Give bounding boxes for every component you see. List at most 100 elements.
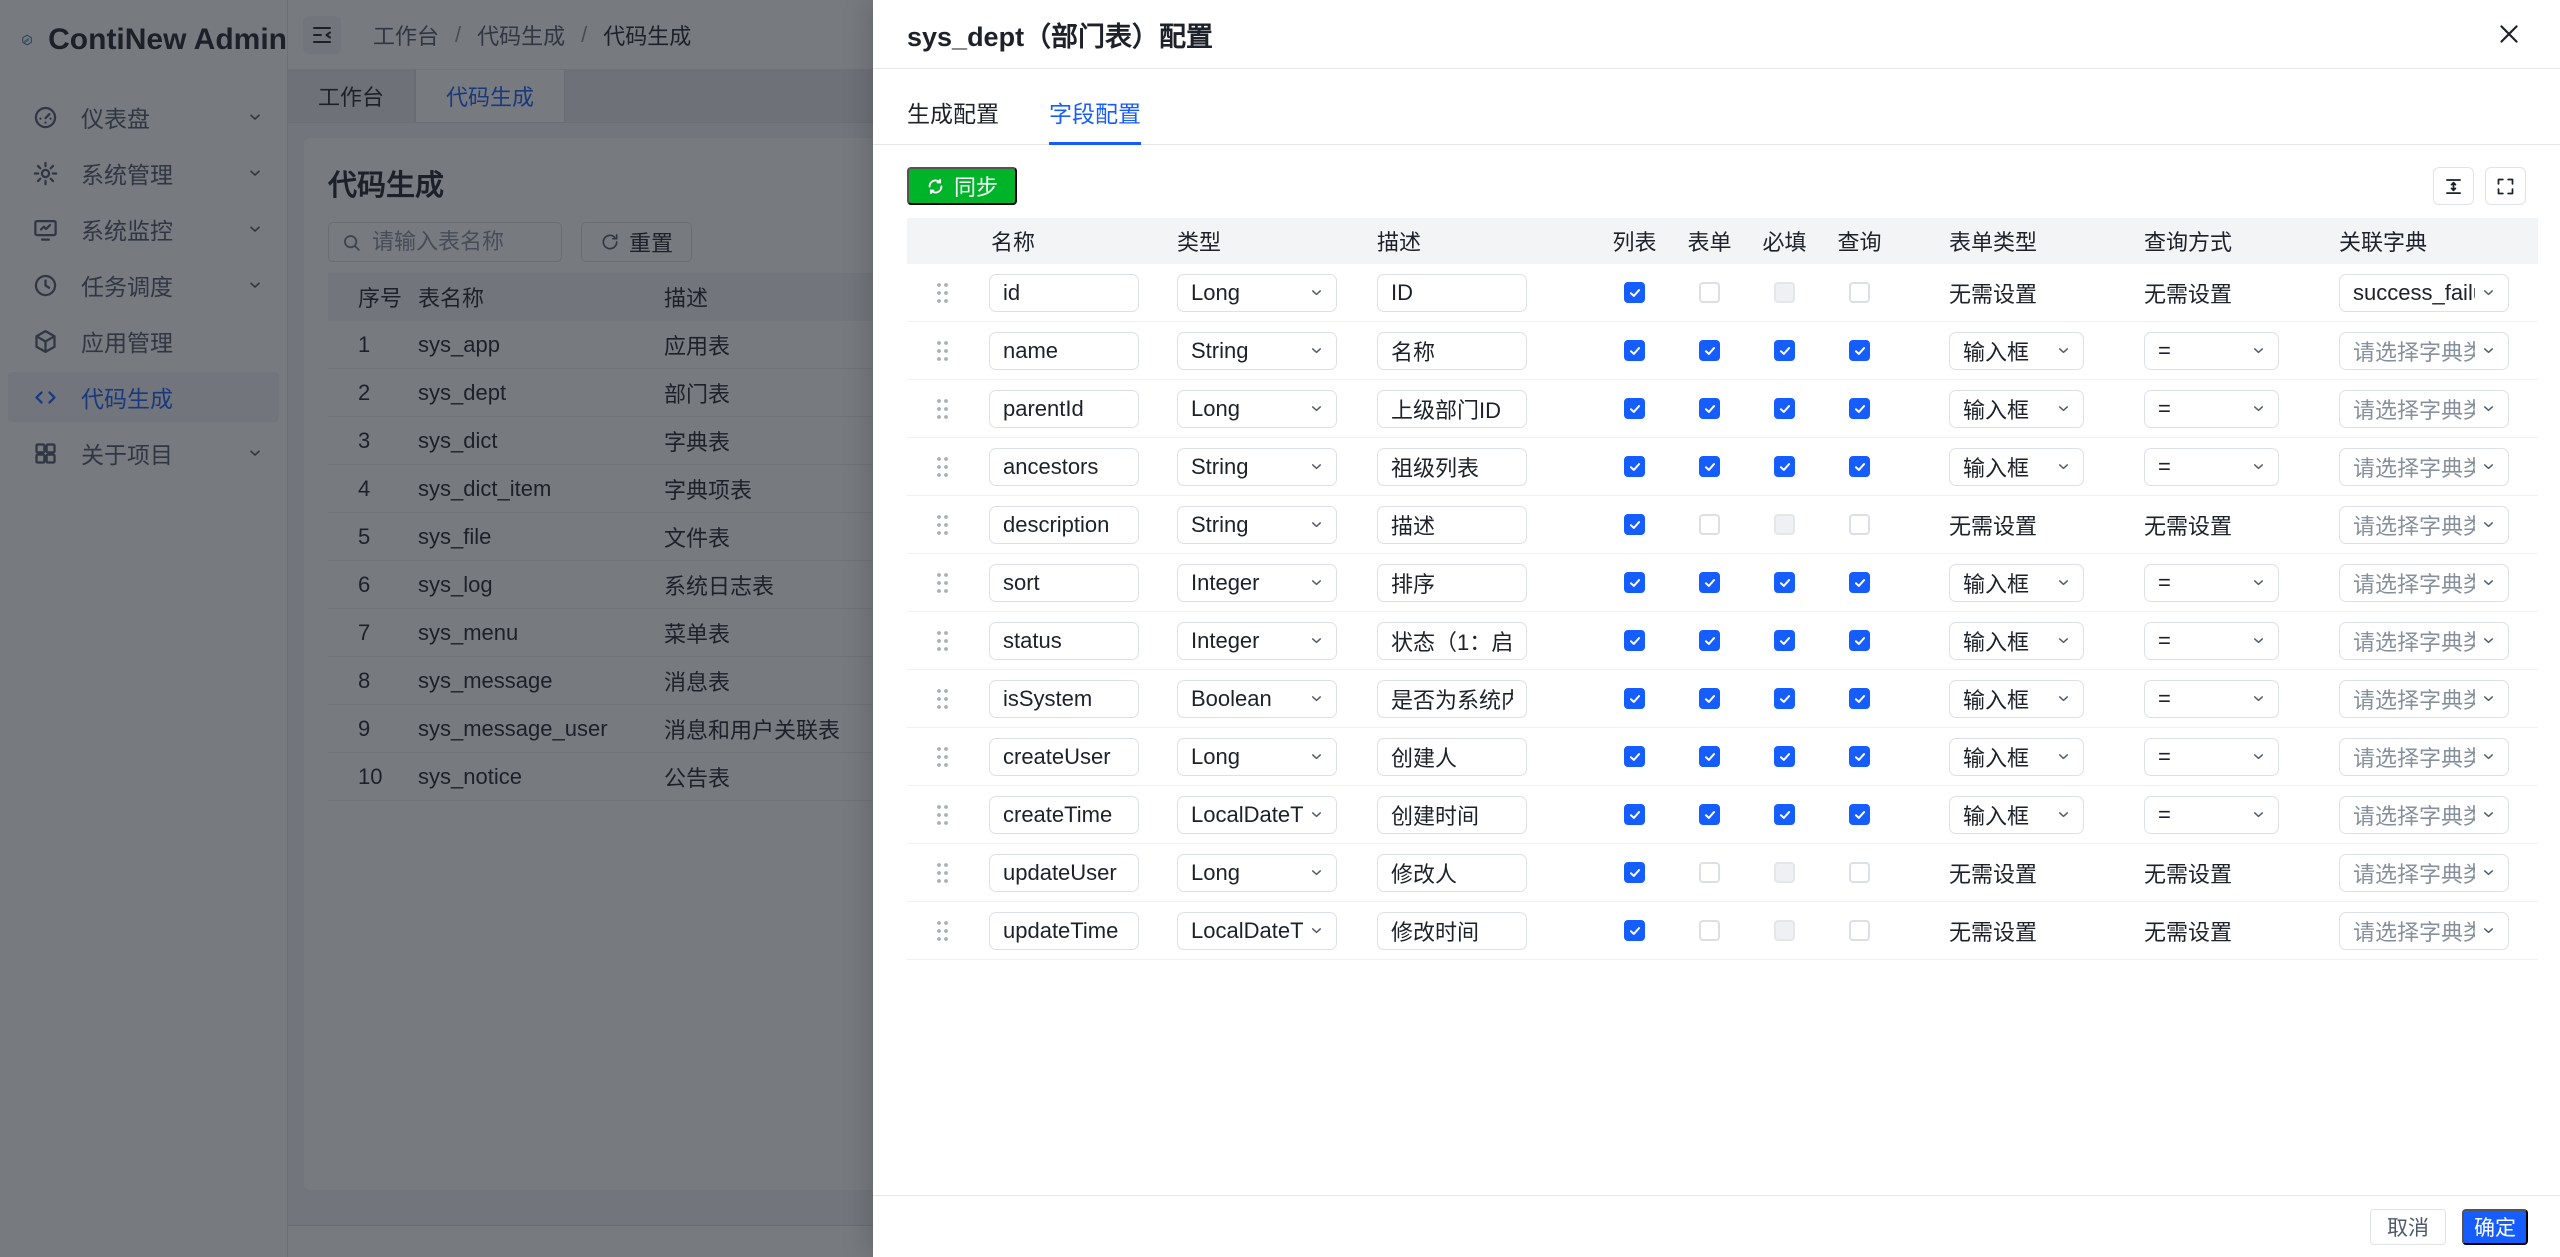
field-desc-input[interactable]: [1377, 505, 1527, 544]
drawer-tab-字段配置[interactable]: 字段配置: [1049, 95, 1141, 145]
list-checkbox[interactable]: [1624, 630, 1645, 651]
list-checkbox[interactable]: [1624, 804, 1645, 825]
required-checkbox[interactable]: [1774, 688, 1795, 709]
drag-handle-icon[interactable]: [907, 512, 977, 538]
form-checkbox[interactable]: [1699, 456, 1720, 477]
dict-select[interactable]: 请选择字典类型: [2339, 795, 2509, 834]
required-checkbox[interactable]: [1774, 398, 1795, 419]
field-name-input[interactable]: [989, 273, 1139, 312]
field-desc-input[interactable]: [1377, 737, 1527, 776]
dict-select[interactable]: 请选择字典类型: [2339, 679, 2509, 718]
form-checkbox[interactable]: [1699, 630, 1720, 651]
query-type-select[interactable]: =: [2144, 331, 2279, 370]
dict-select[interactable]: 请选择字典类型: [2339, 563, 2509, 602]
query-checkbox[interactable]: [1849, 746, 1870, 767]
form-checkbox[interactable]: [1699, 340, 1720, 361]
list-checkbox[interactable]: [1624, 340, 1645, 361]
form-checkbox[interactable]: [1699, 572, 1720, 593]
form-type-select[interactable]: 输入框: [1949, 331, 2084, 370]
field-name-input[interactable]: [989, 737, 1139, 776]
list-checkbox[interactable]: [1624, 456, 1645, 477]
field-desc-input[interactable]: [1377, 447, 1527, 486]
ok-button[interactable]: 确定: [2462, 1208, 2528, 1245]
list-checkbox[interactable]: [1624, 282, 1645, 303]
query-checkbox[interactable]: [1849, 572, 1870, 593]
query-checkbox[interactable]: [1849, 630, 1870, 651]
dict-select[interactable]: 请选择字典类型: [2339, 621, 2509, 660]
field-desc-input[interactable]: [1377, 331, 1527, 370]
field-type-select[interactable]: Integer: [1177, 563, 1337, 602]
field-desc-input[interactable]: [1377, 911, 1527, 950]
dict-select[interactable]: 请选择字典类型: [2339, 505, 2509, 544]
drag-handle-icon[interactable]: [907, 918, 977, 944]
query-type-select[interactable]: =: [2144, 737, 2279, 776]
drawer-tab-生成配置[interactable]: 生成配置: [907, 101, 999, 127]
form-checkbox[interactable]: [1699, 746, 1720, 767]
drag-handle-icon[interactable]: [907, 802, 977, 828]
list-checkbox[interactable]: [1624, 688, 1645, 709]
query-checkbox[interactable]: [1849, 456, 1870, 477]
form-type-select[interactable]: 输入框: [1949, 795, 2084, 834]
field-type-select[interactable]: LocalDateTime: [1177, 795, 1337, 834]
query-type-select[interactable]: =: [2144, 389, 2279, 428]
drag-handle-icon[interactable]: [907, 570, 977, 596]
form-type-select[interactable]: 输入框: [1949, 621, 2084, 660]
list-checkbox[interactable]: [1624, 862, 1645, 883]
field-desc-input[interactable]: [1377, 563, 1527, 602]
field-name-input[interactable]: [989, 505, 1139, 544]
form-checkbox[interactable]: [1699, 514, 1720, 535]
form-type-select[interactable]: 输入框: [1949, 679, 2084, 718]
drag-handle-icon[interactable]: [907, 628, 977, 654]
field-type-select[interactable]: String: [1177, 505, 1337, 544]
query-type-select[interactable]: =: [2144, 679, 2279, 718]
form-checkbox[interactable]: [1699, 688, 1720, 709]
dict-select[interactable]: 请选择字典类型: [2339, 737, 2509, 776]
field-desc-input[interactable]: [1377, 621, 1527, 660]
dict-select[interactable]: success_failure: [2339, 273, 2509, 312]
query-type-select[interactable]: =: [2144, 795, 2279, 834]
required-checkbox[interactable]: [1774, 340, 1795, 361]
field-type-select[interactable]: String: [1177, 447, 1337, 486]
form-type-select[interactable]: 输入框: [1949, 389, 2084, 428]
cancel-button[interactable]: 取消: [2370, 1208, 2446, 1245]
list-checkbox[interactable]: [1624, 746, 1645, 767]
required-checkbox[interactable]: [1774, 630, 1795, 651]
drag-handle-icon[interactable]: [907, 280, 977, 306]
dict-select[interactable]: 请选择字典类型: [2339, 853, 2509, 892]
drag-handle-icon[interactable]: [907, 860, 977, 886]
field-name-input[interactable]: [989, 795, 1139, 834]
query-checkbox[interactable]: [1849, 688, 1870, 709]
query-checkbox[interactable]: [1849, 282, 1870, 303]
field-desc-input[interactable]: [1377, 795, 1527, 834]
field-type-select[interactable]: Integer: [1177, 621, 1337, 660]
field-name-input[interactable]: [989, 911, 1139, 950]
field-name-input[interactable]: [989, 679, 1139, 718]
query-checkbox[interactable]: [1849, 398, 1870, 419]
query-checkbox[interactable]: [1849, 862, 1870, 883]
dict-select[interactable]: 请选择字典类型: [2339, 447, 2509, 486]
field-name-input[interactable]: [989, 331, 1139, 370]
form-type-select[interactable]: 输入框: [1949, 737, 2084, 776]
field-type-select[interactable]: Long: [1177, 853, 1337, 892]
sync-button[interactable]: 同步: [907, 167, 1018, 205]
form-checkbox[interactable]: [1699, 920, 1720, 941]
field-type-select[interactable]: Boolean: [1177, 679, 1337, 718]
field-type-select[interactable]: Long: [1177, 389, 1337, 428]
form-checkbox[interactable]: [1699, 398, 1720, 419]
field-name-input[interactable]: [989, 389, 1139, 428]
form-type-select[interactable]: 输入框: [1949, 447, 2084, 486]
query-checkbox[interactable]: [1849, 514, 1870, 535]
field-name-input[interactable]: [989, 621, 1139, 660]
list-checkbox[interactable]: [1624, 572, 1645, 593]
drag-handle-icon[interactable]: [907, 396, 977, 422]
required-checkbox[interactable]: [1774, 746, 1795, 767]
dict-select[interactable]: 请选择字典类型: [2339, 331, 2509, 370]
field-desc-input[interactable]: [1377, 853, 1527, 892]
drag-handle-icon[interactable]: [907, 454, 977, 480]
drag-handle-icon[interactable]: [907, 744, 977, 770]
field-desc-input[interactable]: [1377, 273, 1527, 312]
query-checkbox[interactable]: [1849, 920, 1870, 941]
list-checkbox[interactable]: [1624, 398, 1645, 419]
list-checkbox[interactable]: [1624, 514, 1645, 535]
fullscreen-icon[interactable]: [2485, 167, 2526, 205]
